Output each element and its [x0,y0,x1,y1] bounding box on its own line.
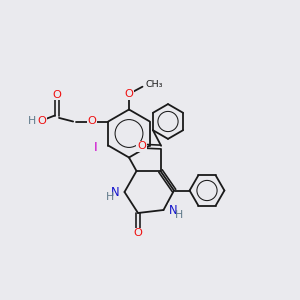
Text: H: H [174,209,183,220]
Text: CH₃: CH₃ [146,80,163,89]
Text: H: H [28,116,36,126]
Text: O: O [137,141,146,152]
Text: O: O [87,116,96,127]
Text: N: N [169,203,178,217]
Text: O: O [37,116,46,126]
Text: O: O [134,228,142,239]
Text: O: O [124,89,134,99]
Text: N: N [110,185,119,199]
Text: H: H [105,191,114,202]
Text: O: O [52,90,61,100]
Text: I: I [94,141,98,154]
